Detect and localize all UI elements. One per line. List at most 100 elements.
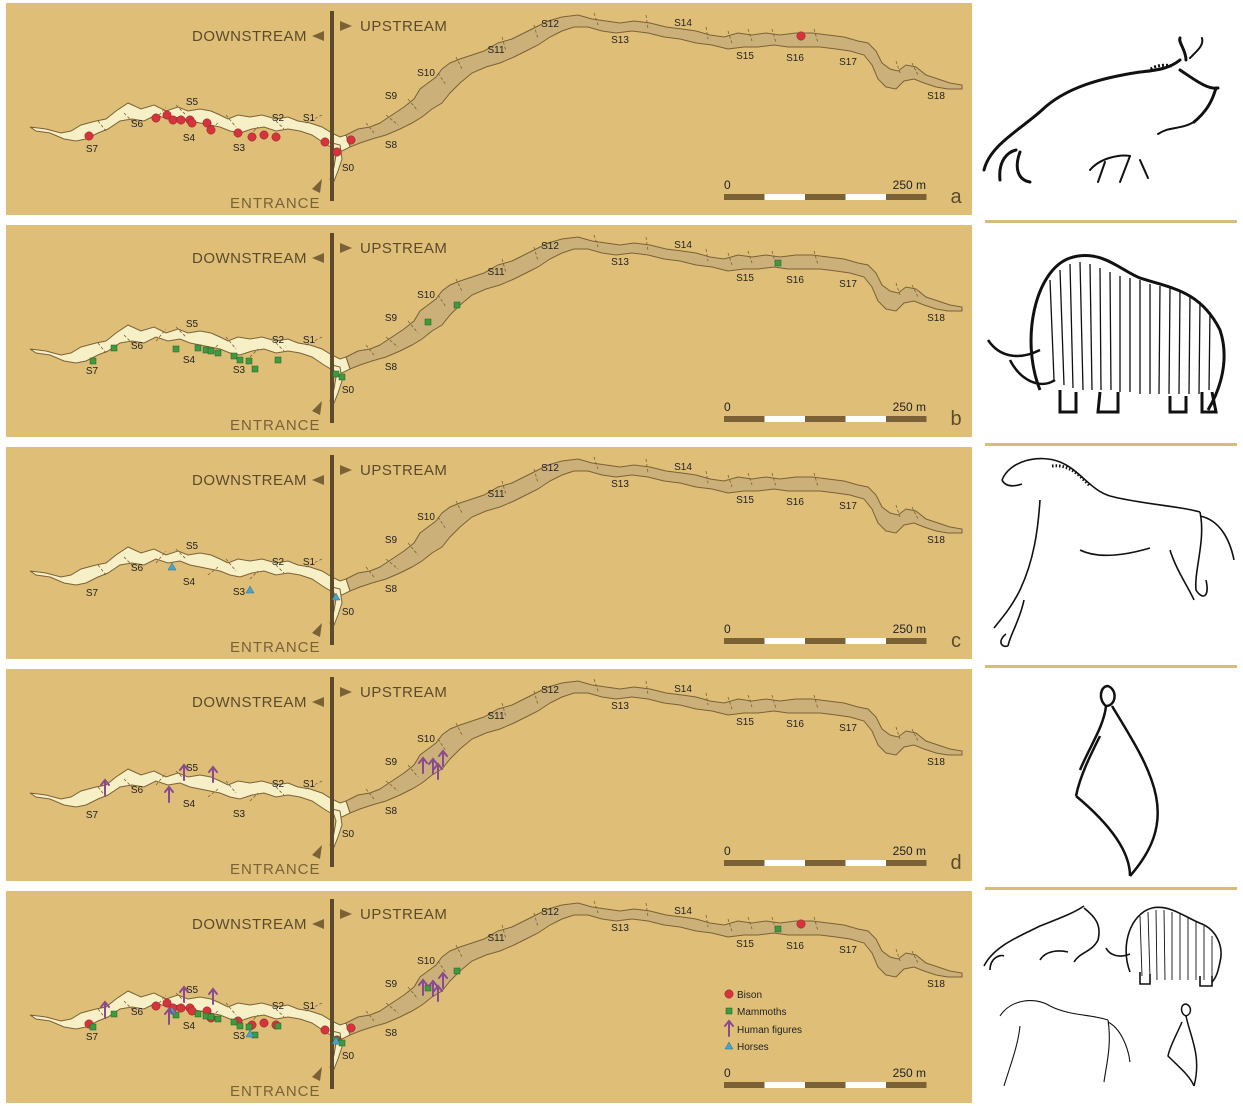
scale-bar-segment <box>764 638 805 644</box>
human-figure-marker <box>164 1007 174 1025</box>
sector-boundary <box>813 250 819 266</box>
sector-boundary <box>365 788 375 800</box>
sector-boundary <box>705 26 709 40</box>
sector-label-s16: S16 <box>786 719 804 730</box>
sector-label-s9: S9 <box>385 979 398 990</box>
sector-label-s0: S0 <box>342 607 355 618</box>
scale-bar-segment <box>805 194 846 200</box>
panel-letter: c <box>951 630 961 652</box>
mammoth-marker <box>453 967 461 975</box>
sector-boundary <box>155 772 167 786</box>
sector-boundary <box>225 114 237 128</box>
scale-max-label: 250 m <box>893 622 926 636</box>
mammoth-marker <box>172 345 180 353</box>
sector-label-s10: S10 <box>417 512 435 523</box>
sector-boundary <box>407 542 419 556</box>
horse-drawing <box>993 457 1235 648</box>
sector-boundary <box>645 458 649 474</box>
sector-boundary <box>365 1010 375 1022</box>
sector-label-s7: S7 <box>86 1032 99 1043</box>
cave-passage-upstream <box>345 902 963 1036</box>
sector-boundary <box>225 1002 237 1016</box>
sector-boundary <box>385 780 399 792</box>
bison-marker <box>259 1018 269 1028</box>
entrance-label: ENTRANCE <box>230 1083 321 1100</box>
sector-boundary <box>123 1000 135 1012</box>
mammoth-marker <box>251 365 259 373</box>
sector-boundary <box>747 916 753 930</box>
sector-boundary <box>533 468 539 484</box>
sector-label-s5: S5 <box>186 97 199 108</box>
mammoth-marker <box>194 1010 202 1018</box>
sector-label-s1: S1 <box>303 779 316 790</box>
sector-label-s10: S10 <box>417 68 435 79</box>
sector-label-s9: S9 <box>385 757 398 768</box>
human-figure-marker <box>208 765 218 783</box>
sector-boundary <box>385 114 399 126</box>
cave-passage-upstream <box>345 458 963 592</box>
sector-label-s17: S17 <box>839 57 857 68</box>
bison-marker <box>84 131 94 141</box>
bison-marker <box>162 110 172 120</box>
entrance-arrow-icon <box>312 845 322 859</box>
upstream-label: UPSTREAM <box>360 240 447 257</box>
sector-boundary <box>771 694 777 710</box>
scale-bar-segment <box>805 1082 846 1088</box>
sector-label-s16: S16 <box>786 497 804 508</box>
bison-marker <box>332 147 342 157</box>
scale-bar <box>724 194 927 200</box>
downstream-arrow-icon <box>312 919 324 929</box>
mammoth-marker <box>274 356 282 364</box>
scale-bar-segment <box>845 860 886 866</box>
scale-zero-label: 0 <box>724 622 731 636</box>
scale-bar-segment <box>845 1082 886 1088</box>
combined-drawings <box>983 905 1222 1087</box>
sector-boundary <box>175 326 187 338</box>
bison-drawing <box>982 36 1220 184</box>
sector-label-s4: S4 <box>183 799 196 810</box>
scale-bar-segment <box>886 860 927 866</box>
cave-passage-downstream <box>29 990 351 1040</box>
cave-passage-downstream <box>29 324 351 374</box>
sector-boundary <box>275 342 285 352</box>
map-panel-c: DOWNSTREAM UPSTREAM ENTRANCE S0 S1 S2 S3 S4 S5 S6… <box>6 447 972 659</box>
scale-bar-segment <box>764 194 805 200</box>
sector-label-s16: S16 <box>786 275 804 286</box>
sector-label-s13: S13 <box>611 479 629 490</box>
sector-label-s15: S15 <box>736 939 754 950</box>
sector-label-s18: S18 <box>927 757 945 768</box>
scale-max-label: 250 m <box>893 178 926 192</box>
bison-marker <box>233 128 243 138</box>
sector-boundary <box>895 282 901 296</box>
cave-passage-downstream <box>29 546 351 596</box>
sector-label-s4: S4 <box>183 577 196 588</box>
sector-label-s14: S14 <box>674 18 692 29</box>
sector-label-s12: S12 <box>541 907 559 918</box>
sector-boundary <box>593 678 599 692</box>
sector-boundary <box>155 328 167 342</box>
bison-marker <box>796 919 806 929</box>
sector-label-s1: S1 <box>303 113 316 124</box>
sector-label-s2: S2 <box>272 335 285 346</box>
human-figure-marker <box>433 762 443 780</box>
sector-boundary <box>645 14 649 30</box>
scale-bar-segment <box>845 416 886 422</box>
entrance-arrow-icon <box>312 1067 322 1081</box>
entrance-arrow-icon <box>312 179 322 193</box>
map-panel-d: DOWNSTREAM UPSTREAM ENTRANCE S0 S1 S2 S3 S4 S5 S6… <box>6 669 972 881</box>
sector-boundary <box>97 342 107 354</box>
sector-boundary <box>747 472 753 486</box>
legend-bison-label: Bison <box>737 990 762 1001</box>
bison-marker <box>247 132 257 142</box>
sector-label-s15: S15 <box>736 495 754 506</box>
sector-boundary <box>305 114 323 124</box>
sector-label-s16: S16 <box>786 941 804 952</box>
cave-map-combined: DOWNSTREAM UPSTREAM ENTRANCE S0 S1 S2 S3 S4 S5 S6… <box>29 899 963 1100</box>
mammoth-marker <box>274 1022 282 1030</box>
sector-label-s13: S13 <box>611 923 629 934</box>
sector-label-s6: S6 <box>131 341 144 352</box>
sector-boundary <box>249 348 259 358</box>
sector-label-s11: S11 <box>487 711 504 722</box>
sector-label-s11: S11 <box>487 933 504 944</box>
human-figure-marker <box>179 985 189 1003</box>
